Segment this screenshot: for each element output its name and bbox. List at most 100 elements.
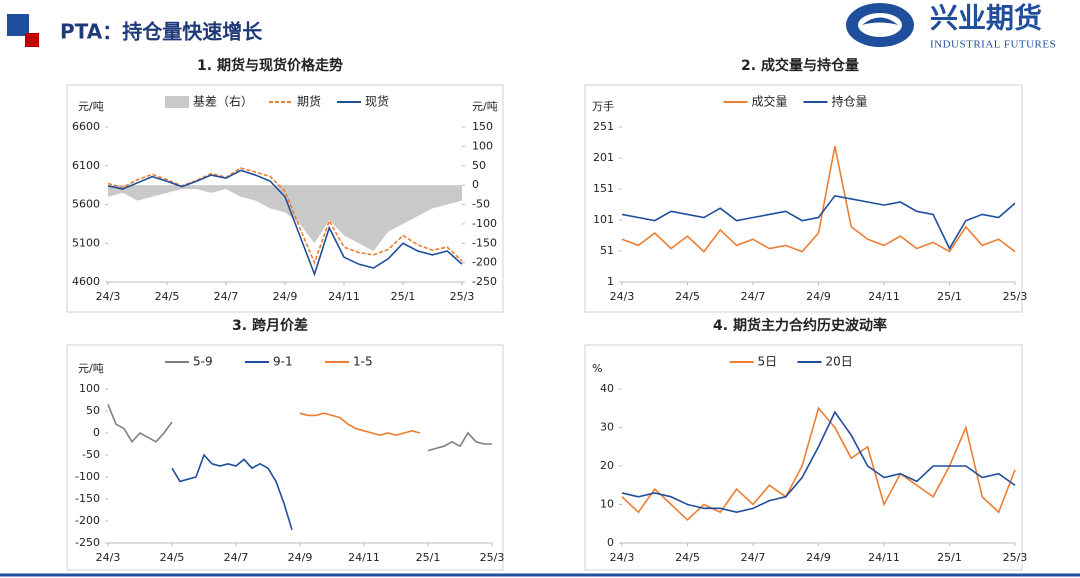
y-tick-label: 20 — [600, 459, 614, 472]
y-tick-label: 10 — [600, 498, 614, 511]
x-tick-label: 24/5 — [160, 551, 185, 564]
x-tick-label: 25/1 — [416, 551, 441, 564]
chart-title: 3. 跨月价差 — [232, 317, 308, 334]
y-tick-label: -100 — [75, 470, 100, 483]
x-tick-label: 25/1 — [937, 290, 962, 303]
y2-tick-label: -100 — [472, 217, 497, 230]
y-tick-label: 100 — [79, 382, 100, 395]
x-tick-label: 25/3 — [450, 290, 475, 303]
x-tick-label: 24/3 — [96, 290, 121, 303]
deco-square — [25, 33, 39, 47]
legend-swatch — [165, 96, 189, 108]
y-tick-label: 101 — [593, 213, 614, 226]
y2-tick-label: -150 — [472, 236, 497, 249]
y-tick-label: 5100 — [72, 236, 100, 249]
y2-tick-label: 50 — [472, 159, 486, 172]
x-tick-label: 24/9 — [288, 551, 313, 564]
chart-frame — [66, 344, 504, 571]
area — [108, 185, 462, 251]
legend-label: 持仓量 — [832, 94, 868, 109]
y-axis-label: 万手 — [592, 99, 614, 113]
y2-axis-label: 元/吨 — [472, 100, 498, 113]
x-tick-label: 24/11 — [868, 290, 900, 303]
legend-label: 9-1 — [273, 355, 293, 369]
y2-tick-label: 100 — [472, 139, 493, 152]
y-tick-label: -150 — [75, 492, 100, 505]
x-tick-label: 24/7 — [214, 290, 239, 303]
x-tick-label: 24/5 — [155, 290, 180, 303]
chart-frame — [584, 344, 1023, 571]
chart-frame — [66, 84, 504, 313]
line — [621, 194, 1016, 251]
logo-text: 兴业期货 — [930, 2, 1042, 35]
y-tick-label: 201 — [593, 151, 614, 164]
line — [621, 146, 1016, 253]
y-tick-label: 6100 — [72, 159, 100, 172]
y-tick-label: 51 — [600, 244, 614, 257]
y2-tick-label: -200 — [472, 256, 497, 269]
x-tick-label: 25/1 — [391, 290, 416, 303]
x-tick-label: 24/9 — [806, 551, 831, 564]
deco-square — [7, 14, 29, 36]
x-tick-label: 24/11 — [348, 551, 380, 564]
y-tick-label: -200 — [75, 514, 100, 527]
line — [299, 412, 421, 437]
x-tick-label: 24/9 — [273, 290, 298, 303]
y-tick-label: 0 — [93, 426, 100, 439]
x-tick-label: 24/11 — [868, 551, 900, 564]
x-tick-label: 25/3 — [1003, 290, 1028, 303]
y-tick-label: 40 — [600, 382, 614, 395]
y2-tick-label: -50 — [472, 198, 490, 211]
line — [107, 169, 463, 277]
y-tick-label: 1 — [607, 275, 614, 288]
legend-label: 期货 — [297, 94, 321, 109]
y-axis-label: 元/吨 — [78, 362, 104, 375]
x-tick-label: 24/7 — [741, 290, 766, 303]
legend-label: 20日 — [826, 355, 853, 369]
y-tick-label: 5600 — [72, 198, 100, 211]
x-tick-label: 24/3 — [610, 290, 635, 303]
y-tick-label: -250 — [75, 536, 100, 549]
legend-label: 5-9 — [193, 355, 213, 369]
y-tick-label: 0 — [607, 536, 614, 549]
x-tick-label: 24/3 — [610, 551, 635, 564]
line — [621, 406, 1016, 521]
legend-label: 现货 — [365, 94, 389, 109]
logo: 兴业期货 INDUSTRIAL FUTURES — [846, 2, 1056, 51]
line — [171, 453, 293, 531]
x-tick-label: 25/3 — [1003, 551, 1028, 564]
legend-label: 1-5 — [353, 355, 373, 369]
y2-tick-label: 150 — [472, 120, 493, 133]
x-tick-label: 24/5 — [675, 290, 700, 303]
line — [107, 404, 492, 452]
chart-title: 1. 期货与现货价格走势 — [197, 57, 343, 74]
y-tick-label: 50 — [86, 404, 100, 417]
x-tick-label: 25/1 — [937, 551, 962, 564]
x-tick-label: 24/7 — [741, 551, 766, 564]
y-tick-label: 30 — [600, 421, 614, 434]
legend-label: 基差（右） — [193, 94, 253, 109]
y-axis-label: % — [592, 362, 602, 375]
y-tick-label: 6600 — [72, 120, 100, 133]
y2-tick-label: 0 — [472, 178, 479, 191]
y-axis-label: 元/吨 — [78, 100, 104, 113]
x-tick-label: 25/3 — [480, 551, 505, 564]
logo-sub: INDUSTRIAL FUTURES — [930, 39, 1056, 51]
line — [621, 410, 1016, 514]
y-tick-label: 251 — [593, 120, 614, 133]
line — [107, 167, 463, 265]
x-tick-label: 24/11 — [328, 290, 360, 303]
legend-label: 5日 — [758, 355, 778, 369]
y-tick-label: 151 — [593, 182, 614, 195]
chart-title: 2. 成交量与持仓量 — [741, 57, 859, 74]
x-tick-label: 24/5 — [675, 551, 700, 564]
y2-tick-label: -250 — [472, 275, 497, 288]
legend-label: 成交量 — [752, 94, 788, 109]
y-tick-label: -50 — [82, 448, 100, 461]
x-tick-label: 24/9 — [806, 290, 831, 303]
x-tick-label: 24/3 — [96, 551, 121, 564]
x-tick-label: 24/7 — [224, 551, 249, 564]
page-title: PTA：持仓量快速增长 — [60, 20, 263, 44]
